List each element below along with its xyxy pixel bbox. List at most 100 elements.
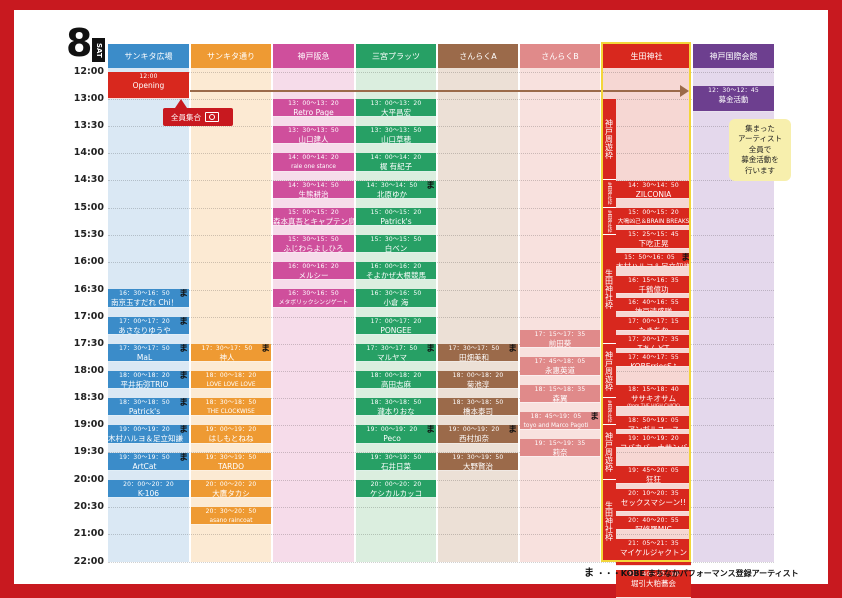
event-block: 16：30～16：50 メタボリックシンジゲート: [273, 289, 354, 308]
event-time: 14：30～14：50: [628, 181, 679, 189]
event-time: 14：30～14：50: [366, 181, 418, 189]
grid-line: [108, 180, 774, 181]
event-block: 19：15～19：35 莉奈: [520, 439, 600, 458]
event-block: 20：00～20：20 ケシカルカッコ: [356, 479, 436, 498]
column-bg: [191, 68, 271, 562]
event-time: 18：00～18：20: [370, 372, 422, 379]
event-name: 平井拓弥TRIO: [120, 380, 169, 389]
performer-mark-icon: ま: [178, 289, 188, 300]
shrine-band: 生田神社枠: [602, 480, 616, 562]
performer-mark-icon: ま: [260, 343, 270, 354]
event-time: 19：00～19：20: [366, 426, 418, 434]
event-block: 17：00～17：20 PONGEE: [356, 316, 436, 335]
event-block: 19：10～19：20 コバカバーナサンバ: [616, 434, 691, 449]
event-block: 17：30～17：50マルヤマfrom ニワトリにヒゲ・フロウパークま: [356, 343, 436, 362]
column-header: 神戸国際会館: [693, 44, 774, 68]
note-line: アーティスト: [737, 134, 783, 144]
event-name: PONGEE: [380, 325, 412, 335]
performer-mark-icon: ま: [178, 371, 188, 381]
event-block: 18：45～19：05 toyo and Marco Pagoti ま: [520, 411, 600, 430]
event-time: 17：15～17：35: [534, 331, 586, 339]
footer-text: ・・・KOBE まちなかパフォーマンス登録アーティスト: [596, 569, 799, 578]
grid-line: [108, 317, 774, 318]
event-time: 13：30～13：50: [288, 127, 339, 135]
grid-line: [108, 534, 774, 535]
column-header: サンキタ広場: [108, 44, 189, 68]
event-time: 19：10～19：20: [628, 435, 679, 443]
column-header: さんらくB: [520, 44, 600, 68]
grid-line: [108, 507, 774, 508]
event-name: Retro Page: [293, 108, 334, 117]
performer-mark-icon: ま: [680, 253, 690, 264]
time-label: 14:30: [73, 174, 104, 185]
event-time: 16：00～16：20: [370, 263, 422, 271]
shrine-band: 生田神社枠: [602, 398, 616, 425]
day-weekday: SAT: [92, 38, 105, 62]
time-label: 17:30: [73, 338, 104, 349]
event-block: 19：30～19：50 大野賢治: [438, 452, 518, 471]
performer-mark-icon: ま: [178, 343, 188, 354]
event-name: MaL: [136, 352, 153, 362]
shrine-band: 生田神社枠: [602, 180, 616, 208]
event-time: 17：45～18：05: [534, 358, 586, 366]
event-block: 15：00～15：20 Patrick's: [356, 207, 436, 226]
event-time: 12：30～12：45: [708, 87, 759, 94]
column-bg: [438, 68, 518, 562]
event-time: 17：30～17：50: [366, 344, 418, 352]
event-block: 14：00～14：20 梶 有紀子: [356, 153, 436, 172]
event-time: 19：30～19：50: [205, 453, 257, 461]
event-time: 18：30～18：50: [452, 399, 504, 407]
event-block: 13：30～13：50 山口草穂: [356, 126, 436, 145]
time-label: 20:30: [73, 501, 104, 512]
performer-mark-icon: ま: [584, 568, 594, 579]
event-block: 18：00～18：20 高田志麻: [356, 371, 436, 390]
shrine-band: 生田神社枠: [602, 208, 616, 235]
event-name: 田畑美和: [459, 352, 489, 362]
event-name: toyo and Marco Pagoti: [523, 422, 589, 429]
event-time: 19：00～19：20: [205, 426, 257, 434]
event-name: ケシカルカッコ: [369, 488, 423, 498]
performer-mark-icon: ま: [425, 343, 435, 354]
event-time: 18：00～18：20: [119, 372, 170, 379]
event-block: 12：30～12：45 募金活動: [693, 86, 774, 112]
performer-mark-icon: ま: [178, 398, 188, 409]
event-time: 19：30～19：50: [370, 453, 422, 461]
footer-legend: ま ・・・KOBE まちなかパフォーマンス登録アーティスト: [584, 564, 799, 579]
column-bg: [520, 68, 600, 562]
event-time: 16：15～16：35: [628, 276, 679, 284]
column-header: サンキタ通り: [191, 44, 271, 68]
time-label: 21:00: [73, 528, 104, 539]
event-time: 13：00～13：20: [288, 100, 339, 107]
event-name: 木村ハルヨ＆足立知謙: [108, 434, 183, 444]
event-name: 西村加奈: [459, 434, 489, 444]
event-time: 19：00～19：20: [448, 426, 500, 434]
event-block: 18：30～18：50 Patrick's ま: [108, 398, 189, 417]
event-block: 19：30～19：50TARDOfrom カーランパンマーランド: [191, 452, 271, 471]
event-time: 18：45～19：05: [530, 412, 582, 420]
event-block: 18：15～18：40 ササキオサム (from THE HIGH CHICK): [616, 384, 691, 408]
event-name: 山口建人: [298, 135, 329, 145]
event-name: THE CLOCKWISE: [207, 409, 255, 416]
grid-line: [108, 452, 774, 453]
opening-arrow-line: [190, 90, 680, 92]
time-label: 17:00: [73, 311, 104, 322]
day-number: 8: [66, 21, 93, 65]
event-name: 下吃正晃: [638, 239, 669, 249]
event-time: 17：00～17：20: [119, 317, 170, 325]
time-label: 15:30: [73, 229, 104, 240]
event-time: 20：00～20：20: [370, 480, 422, 488]
event-time: 20：40～20：55: [628, 517, 679, 525]
event-name: 堀引大粕蕎会: [631, 579, 676, 589]
event-block: 18：30～18：50 橋本泰司: [438, 398, 518, 417]
opening-arrow-head: [680, 85, 689, 97]
event-name: はしもとねね: [208, 434, 254, 444]
performer-mark-icon: ま: [507, 343, 517, 354]
event-name: 梶 有紀子: [379, 162, 413, 172]
event-name: TあんどT: [637, 343, 670, 349]
event-block: 18：30～18：50 瀧本りおな: [356, 398, 436, 417]
event-name: 大鳴凶己＆BRAIN BREAKS: [617, 218, 690, 225]
event-block: 19：30～19：50 ArtCat ま: [108, 452, 189, 471]
performer-mark-icon: ま: [507, 425, 517, 436]
column-bg: [356, 68, 436, 562]
event-time: 17：00～17：15: [628, 317, 679, 325]
